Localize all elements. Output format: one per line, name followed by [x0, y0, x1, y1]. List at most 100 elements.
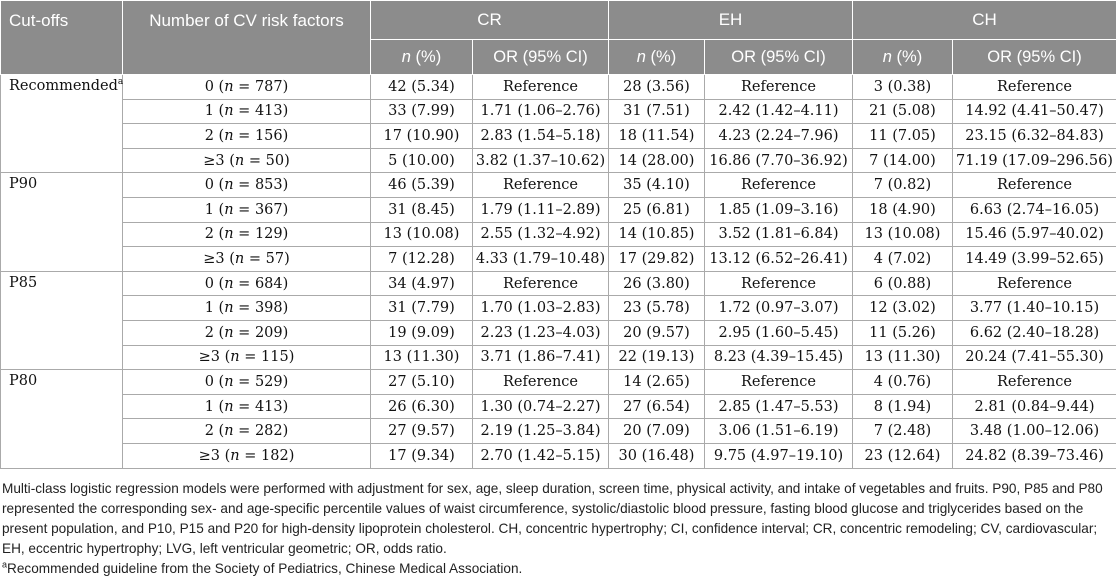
sample-size: 156: [254, 127, 283, 144]
risk-factor-count: ≥3: [203, 250, 225, 267]
n-symbol: n: [224, 373, 234, 390]
cr-n-cell: 26 (6.30): [370, 393, 473, 420]
ch-or-cell: Reference: [952, 172, 1116, 198]
risk-factor-count: 1: [204, 300, 214, 317]
risk-factor-count-cell: ≥3 (n = 182): [122, 442, 371, 469]
cutoff-cell: P85: [0, 270, 123, 371]
risk-factor-count: 0: [204, 177, 214, 194]
ch-n-cell: 18 (4.90): [852, 196, 953, 223]
risk-factor-count: 2: [204, 127, 214, 144]
cr-or-cell: Reference: [472, 74, 609, 100]
cutoff-label: Recommended: [9, 78, 118, 94]
cr-n-cell: 17 (10.90): [370, 123, 473, 149]
cv-risk-factors-header: Number of CV risk factors: [122, 0, 371, 75]
table-row: 1 (n = 367) 31 (8.45) 1.79 (1.11–2.89) 25 (…: [1, 196, 1116, 223]
ch-n-cell: 12 (3.02): [852, 295, 953, 321]
risk-factor-count: 0: [204, 78, 214, 95]
eh-or-cell: 1.85 (1.09–3.16): [704, 196, 853, 223]
eh-group-header: EH: [608, 0, 853, 40]
n-symbol: n: [224, 103, 234, 120]
eh-or-cell: Reference: [704, 369, 853, 395]
results-table: Cut-offs Number of CV risk factors CR EH…: [0, 0, 1116, 469]
eh-n-cell: 18 (11.54): [608, 123, 705, 149]
table-row: 1 (n = 413) 33 (7.99) 1.71 (1.06–2.76) 31 (…: [1, 98, 1116, 125]
cutoff-cell: Recommendeda: [0, 73, 123, 174]
ch-or-cell: 23.15 (6.32–84.83): [952, 123, 1116, 149]
n-symbol: n: [224, 300, 234, 317]
pct-label: (%): [891, 47, 923, 66]
risk-factor-count: ≥3: [198, 447, 220, 464]
ch-n-cell: 4 (0.76): [852, 369, 953, 395]
eh-or-cell: Reference: [704, 172, 853, 198]
eh-or-cell: Reference: [704, 74, 853, 100]
eh-n-pct-header: n (%): [608, 39, 705, 75]
table-row: 1 (n = 413) 26 (6.30) 1.30 (0.74–2.27) 27 (…: [1, 393, 1116, 420]
eh-n-cell: 22 (19.13): [608, 344, 705, 371]
sample-size: 398: [254, 300, 283, 317]
table-row: 2 (n = 156) 17 (10.90) 2.83 (1.54–5.18) 18 …: [1, 123, 1116, 149]
table-row: P85 0 (n = 684) 34 (4.97) Reference 26 (3.80…: [0, 270, 1116, 371]
eh-or-cell: 3.06 (1.51–6.19): [704, 418, 853, 444]
cr-or-cell: 2.83 (1.54–5.18): [472, 123, 609, 149]
eh-or-cell: 1.72 (0.97–3.07): [704, 295, 853, 321]
cr-or-cell: Reference: [472, 172, 609, 198]
sample-size: 684: [254, 275, 283, 292]
risk-factor-count-cell: ≥3 (n = 115): [122, 344, 371, 371]
header-row-groups: Cut-offs Number of CV risk factors CR EH…: [0, 0, 1116, 75]
cr-n-cell: 31 (8.45): [370, 196, 473, 223]
eh-or-cell: 13.12 (6.52–26.41): [704, 246, 853, 272]
ch-n-cell: 8 (1.94): [852, 393, 953, 420]
footnote: aRecommended guideline from the Society …: [2, 559, 1108, 579]
cr-n-cell: 19 (9.09): [370, 319, 473, 346]
footnote-mark: a: [2, 558, 8, 569]
risk-factor-count-cell: 2 (n = 129): [122, 221, 371, 248]
sample-size: 853: [254, 177, 283, 194]
eh-n-cell: 26 (3.80): [608, 270, 705, 297]
n-symbol: n: [224, 398, 234, 415]
risk-factor-count: 0: [204, 275, 214, 292]
eh-n-cell: 27 (6.54): [608, 393, 705, 420]
eh-or-header: OR (95% CI): [704, 39, 853, 75]
ch-n-cell: 13 (11.30): [852, 344, 953, 371]
ch-n-cell: 7 (0.82): [852, 172, 953, 198]
cr-n-cell: 7 (12.28): [370, 246, 473, 272]
cr-or-cell: Reference: [472, 369, 609, 395]
ch-or-cell: 3.77 (1.40–10.15): [952, 295, 1116, 321]
risk-factor-count: 1: [204, 398, 214, 415]
eh-or-cell: 2.95 (1.60–5.45): [704, 319, 853, 346]
cr-n-cell: 27 (9.57): [370, 418, 473, 444]
table-row: ≥3 (n = 50) 5 (10.00) 3.82 (1.37–10.62) 14 …: [1, 147, 1116, 174]
eh-or-cell: 9.75 (4.97–19.10): [704, 442, 853, 469]
table-notes: Multi-class logistic regression models w…: [0, 469, 1116, 579]
ch-or-cell: 24.82 (8.39–73.46): [952, 442, 1116, 469]
ch-n-cell: 4 (7.02): [852, 246, 953, 272]
sample-size: 129: [254, 226, 283, 243]
n-symbol: n: [224, 226, 234, 243]
eh-n-cell: 35 (4.10): [608, 172, 705, 198]
table-row: P90 0 (n = 853) 46 (5.39) Reference 35 (4.10…: [0, 172, 1116, 272]
n-symbol: n: [224, 324, 234, 341]
eh-n-cell: 31 (7.51): [608, 98, 705, 125]
ch-group-header: CH: [852, 0, 1116, 40]
table-row: ≥3 (n = 182) 17 (9.34) 2.70 (1.42–5.15) 30 …: [1, 442, 1116, 469]
risk-factor-count-cell: 0 (n = 853): [122, 172, 371, 198]
cr-or-cell: 2.70 (1.42–5.15): [472, 442, 609, 469]
cr-n-cell: 31 (7.79): [370, 295, 473, 321]
ch-or-cell: 71.19 (17.09–296.56): [952, 147, 1116, 174]
cr-group-header: CR: [370, 0, 609, 40]
eh-n-cell: 17 (29.82): [608, 246, 705, 272]
risk-factor-count: ≥3: [198, 349, 220, 366]
eh-or-cell: 2.85 (1.47–5.53): [704, 393, 853, 420]
ch-or-cell: Reference: [952, 369, 1116, 395]
table-row: 2 (n = 282) 27 (9.57) 2.19 (1.25–3.84) 20 (…: [1, 418, 1116, 444]
ch-n-cell: 13 (10.08): [852, 221, 953, 248]
risk-factor-count-cell: 1 (n = 413): [122, 98, 371, 125]
cr-n-cell: 27 (5.10): [370, 369, 473, 395]
cr-or-cell: 1.30 (0.74–2.27): [472, 393, 609, 420]
cutoff-cell: P80: [0, 369, 123, 469]
risk-factor-count-cell: 0 (n = 529): [122, 369, 371, 395]
pct-label: (%): [410, 47, 442, 66]
cr-n-cell: 42 (5.34): [370, 74, 473, 100]
ch-n-cell: 21 (5.08): [852, 98, 953, 125]
cutoff-cell: P90: [0, 172, 123, 272]
